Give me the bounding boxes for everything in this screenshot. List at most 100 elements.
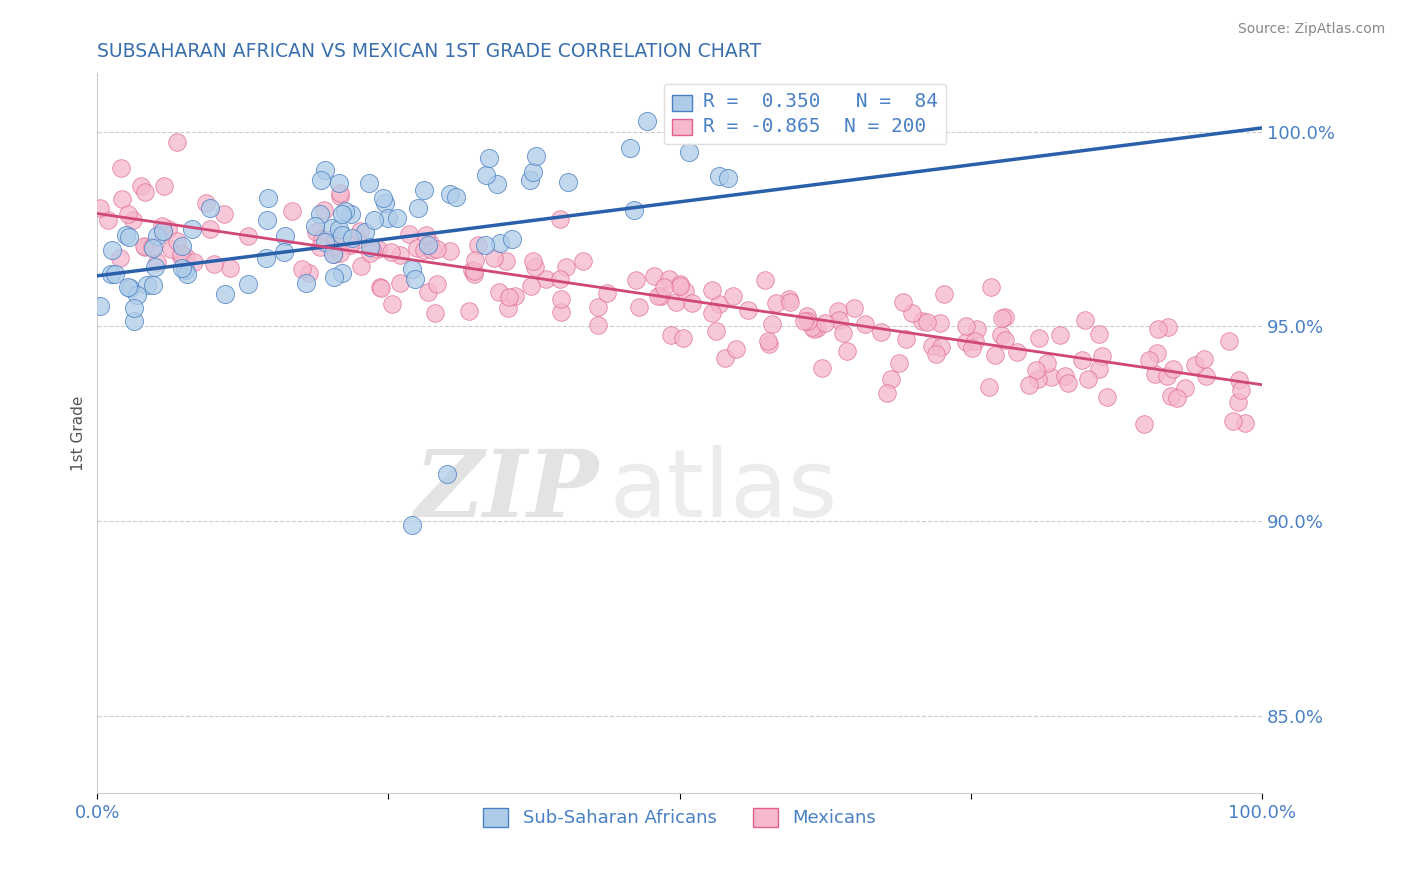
Point xyxy=(672,331,695,345)
Point xyxy=(994,334,1017,348)
Point xyxy=(721,289,744,303)
Point xyxy=(977,380,1000,394)
Point xyxy=(1028,330,1050,344)
Point xyxy=(1049,327,1071,342)
Point xyxy=(415,228,437,243)
Point xyxy=(1095,390,1118,404)
Point xyxy=(463,267,485,281)
Point xyxy=(328,177,350,191)
Point xyxy=(311,232,333,246)
Point xyxy=(304,219,326,233)
Point xyxy=(194,196,217,211)
Point xyxy=(153,179,176,194)
Point xyxy=(1229,383,1251,397)
Legend: Sub-Saharan Africans, Mexicans: Sub-Saharan Africans, Mexicans xyxy=(475,801,883,835)
Point xyxy=(314,235,336,250)
Point xyxy=(714,351,737,366)
Point xyxy=(238,277,260,291)
Point xyxy=(344,233,367,247)
Point xyxy=(418,237,440,252)
Y-axis label: 1st Grade: 1st Grade xyxy=(72,396,86,471)
Point xyxy=(1070,352,1092,367)
Point xyxy=(141,278,163,293)
Point xyxy=(524,260,547,274)
Point xyxy=(170,250,193,264)
Point xyxy=(495,254,517,268)
Point xyxy=(426,277,449,291)
Point xyxy=(97,213,120,227)
Point xyxy=(1091,349,1114,363)
Point xyxy=(110,251,132,265)
Point xyxy=(111,192,134,206)
Point xyxy=(498,290,520,304)
Point xyxy=(419,236,441,251)
Point xyxy=(761,317,783,331)
Point xyxy=(330,266,353,280)
Point xyxy=(475,168,498,182)
Point xyxy=(176,250,198,264)
Point xyxy=(198,222,221,236)
Point xyxy=(636,114,658,128)
Point xyxy=(1088,362,1111,376)
Point xyxy=(89,201,111,215)
Point xyxy=(717,170,740,185)
Point xyxy=(322,241,344,255)
Point xyxy=(626,273,648,287)
Point xyxy=(966,322,988,336)
Point xyxy=(478,151,501,165)
Point xyxy=(236,228,259,243)
Point xyxy=(124,301,146,315)
Point xyxy=(963,334,986,348)
Point xyxy=(669,277,692,291)
Point xyxy=(353,225,375,239)
Point xyxy=(955,318,977,333)
Point xyxy=(423,305,446,319)
Point xyxy=(548,272,571,286)
Point xyxy=(835,344,858,359)
Point xyxy=(1160,389,1182,403)
Point xyxy=(328,222,350,236)
Point xyxy=(398,227,420,241)
Point xyxy=(652,280,675,294)
Point xyxy=(520,278,543,293)
Point xyxy=(413,243,436,257)
Point xyxy=(467,238,489,252)
Point xyxy=(853,318,876,332)
Point xyxy=(797,314,820,328)
Point xyxy=(991,311,1014,326)
Point xyxy=(464,252,486,267)
Point xyxy=(827,303,849,318)
Point xyxy=(894,332,917,346)
Point xyxy=(800,320,823,334)
Point xyxy=(893,294,915,309)
Point xyxy=(921,339,943,353)
Point xyxy=(152,224,174,238)
Text: ZIP: ZIP xyxy=(413,446,598,536)
Point xyxy=(925,347,948,361)
Point xyxy=(314,163,336,178)
Point xyxy=(1234,416,1257,430)
Point xyxy=(254,251,277,265)
Point xyxy=(980,280,1002,294)
Point xyxy=(647,289,669,303)
Point xyxy=(389,248,412,262)
Point xyxy=(330,228,353,243)
Point xyxy=(519,173,541,187)
Point xyxy=(180,222,202,236)
Point xyxy=(368,279,391,293)
Point xyxy=(150,219,173,233)
Point xyxy=(420,243,443,257)
Point xyxy=(104,267,127,281)
Point xyxy=(1174,381,1197,395)
Point xyxy=(814,316,837,330)
Point xyxy=(141,240,163,254)
Point xyxy=(118,230,141,244)
Point xyxy=(1146,322,1168,336)
Point xyxy=(359,240,381,254)
Point xyxy=(548,211,571,226)
Point xyxy=(1077,372,1099,386)
Point xyxy=(367,242,389,256)
Point xyxy=(707,169,730,183)
Point xyxy=(101,243,124,257)
Point xyxy=(145,228,167,243)
